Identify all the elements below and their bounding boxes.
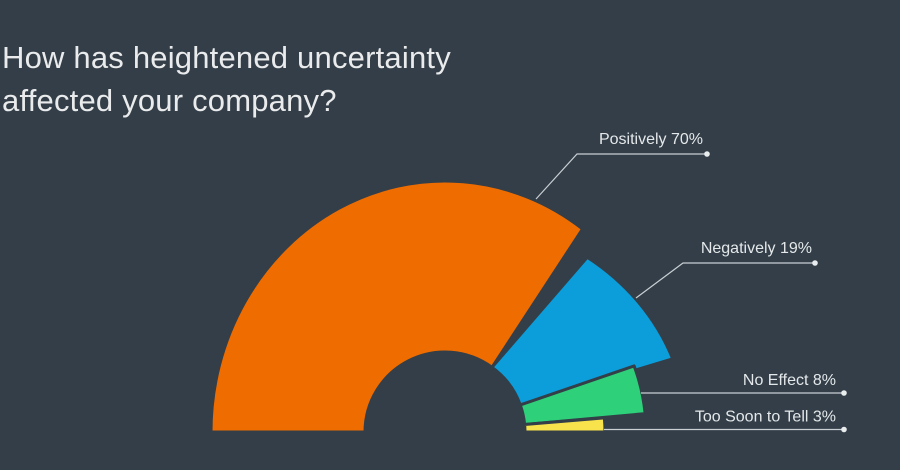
callout-label-no-effect: No Effect 8% bbox=[743, 372, 836, 389]
chart-title-line1: How has heightened uncertainty bbox=[2, 40, 451, 75]
callout-labels: Positively 70% Negatively 19% No Effect 8%… bbox=[599, 131, 836, 426]
pie-slices bbox=[209, 179, 675, 434]
callout-label-positively: Positively 70% bbox=[599, 131, 703, 148]
chart-title: How has heightened uncertainty affected … bbox=[2, 36, 451, 122]
callout-label-too-soon-to-tell: Too Soon to Tell 3% bbox=[695, 409, 836, 426]
pie-slice-positively bbox=[209, 179, 585, 434]
pie-slice-too-soon-to-tell bbox=[523, 416, 607, 434]
leader-line-negatively bbox=[635, 262, 815, 299]
leader-line-positively bbox=[535, 153, 707, 200]
callout-leader-lines bbox=[535, 151, 847, 433]
leader-dot-no-effect bbox=[841, 390, 847, 396]
callout-label-negatively: Negatively 19% bbox=[701, 240, 812, 257]
leader-dot-negatively bbox=[812, 260, 818, 266]
leader-dot-positively bbox=[704, 151, 710, 157]
leader-dot-too-soon-to-tell bbox=[841, 426, 847, 433]
chart-title-line2: affected your company? bbox=[2, 83, 337, 118]
